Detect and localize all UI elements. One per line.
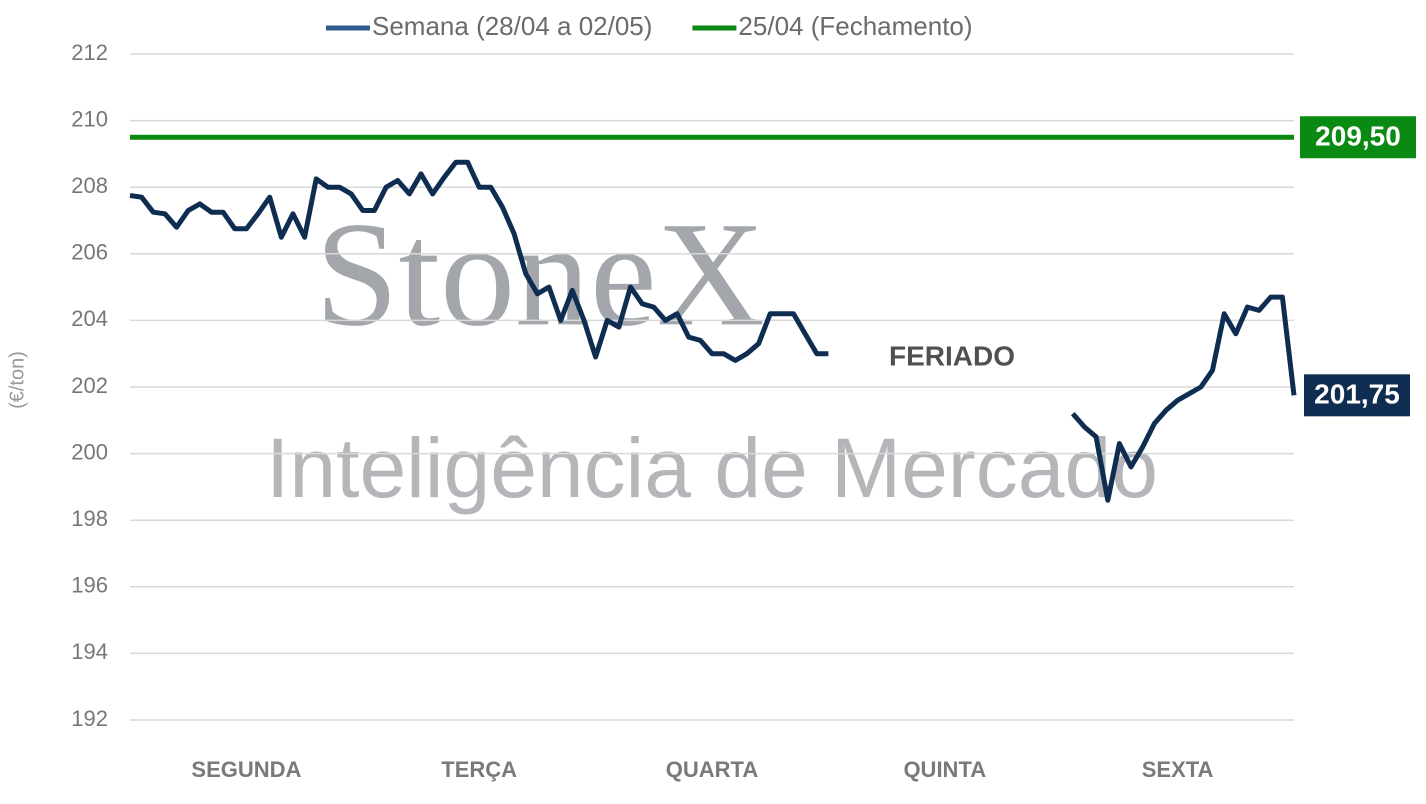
y-tick-label: 202 xyxy=(71,373,108,398)
x-tick-label: QUARTA xyxy=(666,757,759,782)
x-tick-label: TERÇA xyxy=(441,757,517,782)
y-tick-label: 200 xyxy=(71,439,108,464)
last-value-label: 201,75 xyxy=(1314,379,1400,410)
series-line xyxy=(129,159,1297,503)
y-tick-label: 198 xyxy=(71,506,108,531)
watermark-logo: StoneX xyxy=(315,191,765,357)
annotation: FERIADO xyxy=(889,340,1015,371)
x-tick-label: QUINTA xyxy=(903,757,986,782)
y-tick-label: 208 xyxy=(71,173,108,198)
y-tick-label: 210 xyxy=(71,106,108,131)
x-tick-label: SEGUNDA xyxy=(191,757,301,782)
y-tick-label: 194 xyxy=(71,639,108,664)
y-tick-label: 206 xyxy=(71,240,108,265)
y-tick-label: 192 xyxy=(71,706,108,731)
reference-label-box xyxy=(1300,116,1416,159)
y-axis-label: (€/ton) xyxy=(6,351,28,409)
y-tick-label: 196 xyxy=(71,573,108,598)
y-tick-label: 212 xyxy=(71,40,108,65)
reference-label: 209,50 xyxy=(1315,121,1401,152)
last-value-box xyxy=(1304,374,1410,417)
legend-label: Semana (28/04 a 02/05) xyxy=(372,11,652,41)
watermark-subtitle: Inteligência de Mercado xyxy=(266,421,1158,515)
y-tick-label: 204 xyxy=(71,306,108,331)
legend-label: 25/04 (Fechamento) xyxy=(738,11,972,41)
x-tick-label: SEXTA xyxy=(1142,757,1214,782)
